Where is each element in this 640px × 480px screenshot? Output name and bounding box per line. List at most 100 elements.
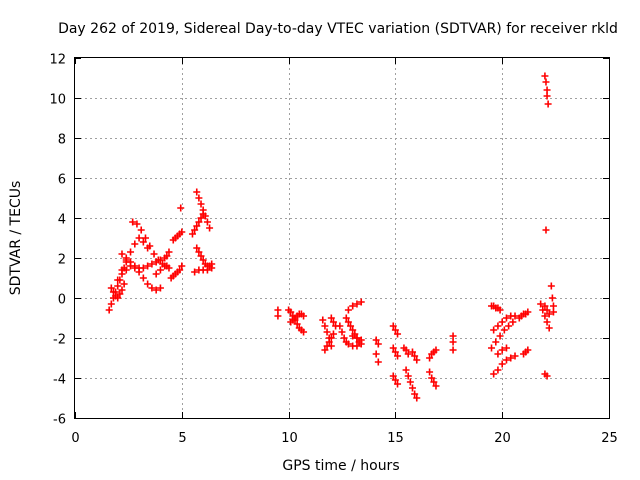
data-point	[156, 284, 164, 292]
grid	[75, 58, 609, 418]
data-point	[197, 252, 205, 260]
data-point	[109, 288, 117, 296]
data-point	[406, 378, 414, 386]
data-point	[114, 294, 122, 302]
data-point	[498, 346, 506, 354]
data-point	[206, 224, 214, 232]
y-tick-label: 0	[58, 293, 66, 308]
data-point	[165, 248, 173, 256]
data-point	[127, 258, 135, 266]
data-point	[107, 284, 115, 292]
data-point	[199, 256, 207, 264]
x-tick-label: 10	[281, 431, 298, 446]
data-point	[543, 92, 551, 100]
data-point	[152, 270, 160, 278]
data-point	[193, 188, 201, 196]
data-point	[541, 312, 549, 320]
data-point	[428, 374, 436, 382]
data-point	[357, 298, 365, 306]
data-point	[502, 344, 510, 352]
data-point	[344, 306, 352, 314]
x-tick-label: 5	[178, 431, 186, 446]
data-point	[329, 318, 337, 326]
data-point	[543, 86, 551, 94]
data-point	[107, 300, 115, 308]
data-point	[148, 284, 156, 292]
data-point	[413, 356, 421, 364]
data-point	[129, 218, 137, 226]
data-point	[208, 264, 216, 272]
data-point	[150, 250, 158, 258]
data-point	[195, 218, 203, 226]
data-point	[131, 262, 139, 270]
data-point	[511, 312, 519, 320]
data-point	[105, 306, 113, 314]
data-point	[542, 78, 550, 86]
data-point	[347, 322, 355, 330]
data-point	[188, 230, 196, 238]
data-point	[197, 214, 205, 222]
data-point	[321, 346, 329, 354]
data-point	[156, 266, 164, 274]
data-point	[353, 300, 361, 308]
data-point	[199, 210, 207, 218]
data-point	[338, 328, 346, 336]
data-point	[537, 300, 545, 308]
data-point	[490, 370, 498, 378]
data-point	[389, 344, 397, 352]
data-point	[321, 322, 329, 330]
data-point	[430, 378, 438, 386]
data-point	[349, 302, 357, 310]
data-point	[137, 226, 145, 234]
data-point	[374, 358, 382, 366]
data-point	[507, 354, 515, 362]
data-point	[327, 334, 335, 342]
data-point	[545, 310, 553, 318]
data-point	[340, 334, 348, 342]
data-point	[144, 262, 152, 270]
data-point	[349, 332, 357, 340]
y-tick-label: 6	[58, 173, 66, 188]
data-point	[323, 328, 331, 336]
data-point	[122, 266, 130, 274]
plot-frame	[74, 57, 610, 419]
data-point	[139, 274, 147, 282]
data-point	[488, 344, 496, 352]
y-tick-label: -6	[53, 413, 66, 428]
x-tick-label: 25	[601, 431, 618, 446]
data-point	[391, 348, 399, 356]
data-point	[191, 226, 199, 234]
data-point	[541, 72, 549, 80]
data-point	[402, 366, 410, 374]
data-point	[122, 254, 130, 262]
data-point	[394, 380, 402, 388]
data-point	[394, 352, 402, 360]
data-point	[543, 318, 551, 326]
data-point	[372, 336, 380, 344]
data-point	[496, 306, 504, 314]
data-point	[146, 242, 154, 250]
x-tick-label: 20	[494, 431, 511, 446]
data-point	[323, 342, 331, 350]
data-point	[509, 318, 517, 326]
data-point	[178, 228, 186, 236]
y-tick-label: 2	[58, 253, 66, 268]
data-point	[545, 324, 553, 332]
data-point	[505, 322, 513, 330]
y-tick-label: 4	[58, 213, 66, 228]
data-point	[404, 372, 412, 380]
x-axis-label: GPS time / hours	[282, 458, 399, 474]
data-point	[176, 266, 184, 274]
data-point	[152, 286, 160, 294]
data-point	[118, 250, 126, 258]
x-tick-label: 15	[387, 431, 404, 446]
data-point	[177, 204, 185, 212]
data-point	[524, 346, 532, 354]
data-point	[274, 312, 282, 320]
data-point	[287, 308, 295, 316]
data-point	[120, 280, 128, 288]
data-point	[342, 314, 350, 322]
data-point	[389, 372, 397, 380]
data-point	[139, 264, 147, 272]
